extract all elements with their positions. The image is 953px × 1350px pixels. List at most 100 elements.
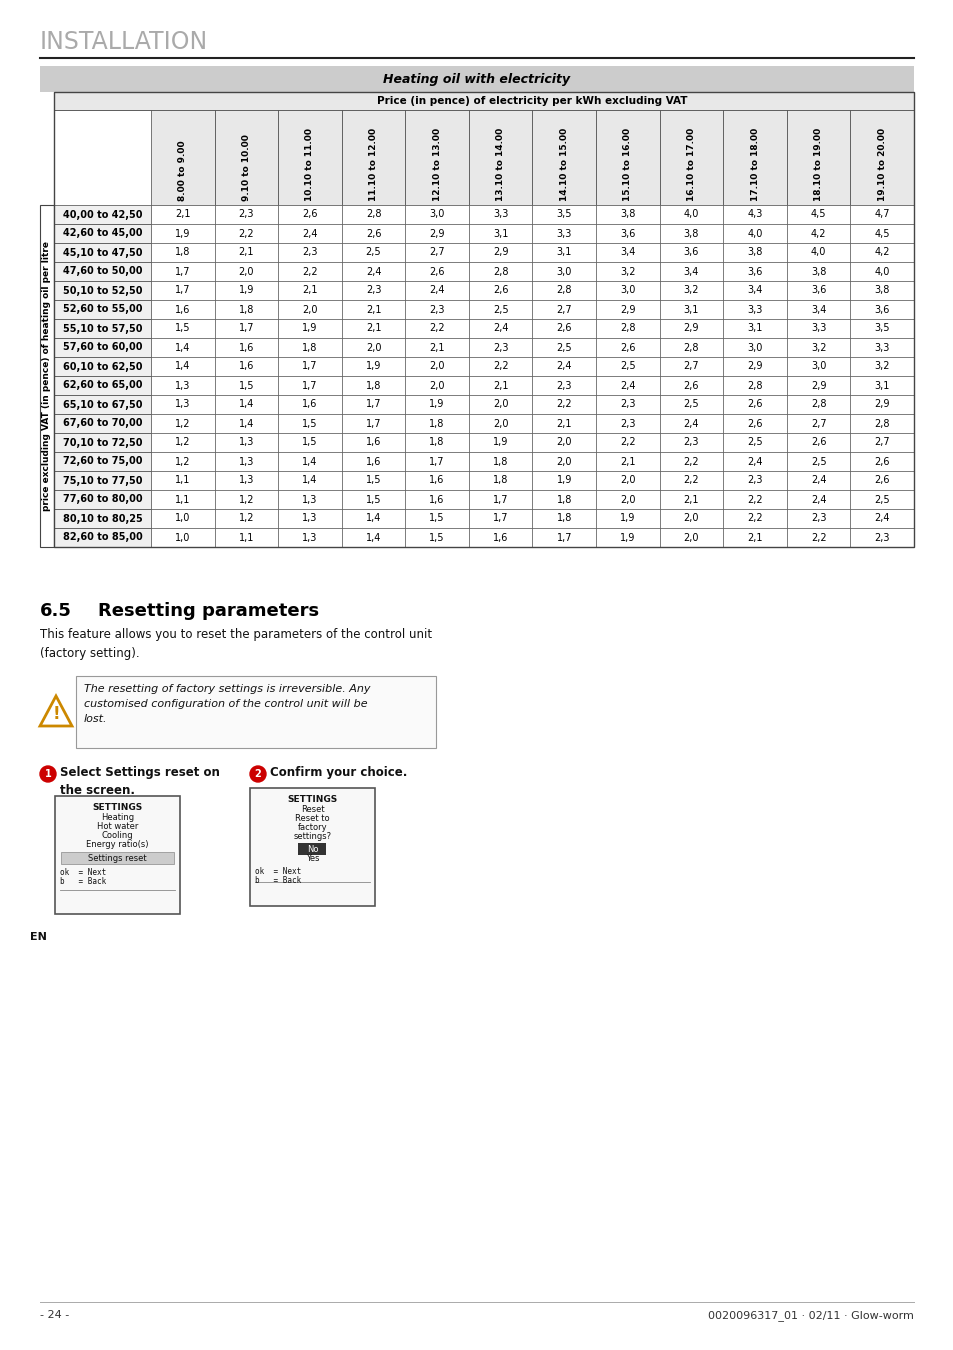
Text: 3,4: 3,4: [746, 285, 762, 296]
Text: 2,0: 2,0: [556, 437, 572, 447]
Bar: [54, 92, 913, 109]
Bar: [532, 109, 596, 205]
Text: 13.10 to 14.00: 13.10 to 14.00: [496, 128, 505, 201]
Bar: [469, 262, 532, 281]
Bar: [341, 205, 405, 224]
Text: 2,4: 2,4: [619, 381, 635, 390]
Bar: [659, 300, 722, 319]
Text: 2,4: 2,4: [683, 418, 699, 428]
Text: Reset to: Reset to: [294, 814, 330, 824]
Bar: [532, 338, 596, 356]
Bar: [659, 471, 722, 490]
Bar: [849, 224, 913, 243]
Text: 1,7: 1,7: [556, 532, 572, 543]
Bar: [849, 205, 913, 224]
Text: 2,5: 2,5: [746, 437, 762, 447]
Text: 10.10 to 11.00: 10.10 to 11.00: [305, 128, 314, 201]
Text: 1,9: 1,9: [302, 324, 317, 333]
Bar: [596, 205, 659, 224]
Text: 9.10 to 10.00: 9.10 to 10.00: [242, 134, 251, 201]
Bar: [469, 356, 532, 377]
Text: 1,8: 1,8: [493, 456, 508, 467]
Bar: [722, 300, 786, 319]
Text: 3,3: 3,3: [746, 305, 762, 315]
Text: 2,5: 2,5: [810, 456, 825, 467]
Bar: [532, 243, 596, 262]
Bar: [341, 414, 405, 433]
Text: 3,3: 3,3: [874, 343, 889, 352]
Bar: [722, 205, 786, 224]
Text: 77,60 to 80,00: 77,60 to 80,00: [63, 494, 142, 505]
Text: 2: 2: [254, 769, 261, 779]
Text: 2,6: 2,6: [365, 228, 381, 239]
Bar: [786, 281, 849, 300]
Text: 2,6: 2,6: [810, 437, 825, 447]
Bar: [278, 338, 341, 356]
Text: 40,00 to 42,50: 40,00 to 42,50: [63, 209, 142, 220]
Bar: [341, 490, 405, 509]
Text: 2,4: 2,4: [302, 228, 317, 239]
Text: 3,3: 3,3: [556, 228, 572, 239]
Bar: [786, 452, 849, 471]
Bar: [341, 356, 405, 377]
Text: Energy ratio(s): Energy ratio(s): [86, 840, 149, 849]
Bar: [405, 243, 469, 262]
Bar: [54, 92, 913, 547]
Bar: [659, 109, 722, 205]
Bar: [151, 490, 214, 509]
Text: 3,6: 3,6: [874, 305, 889, 315]
Bar: [214, 300, 278, 319]
Bar: [54, 490, 151, 509]
Text: 4,2: 4,2: [874, 247, 889, 258]
Text: 3,0: 3,0: [619, 285, 635, 296]
Text: 1,2: 1,2: [238, 513, 253, 524]
Bar: [151, 262, 214, 281]
Text: 1,5: 1,5: [429, 513, 444, 524]
Text: 2,4: 2,4: [810, 494, 825, 505]
Text: 2,4: 2,4: [746, 456, 762, 467]
Text: 2,0: 2,0: [619, 494, 635, 505]
Text: 2,1: 2,1: [302, 285, 317, 296]
Text: 4,0: 4,0: [746, 228, 762, 239]
Bar: [278, 281, 341, 300]
Text: 70,10 to 72,50: 70,10 to 72,50: [63, 437, 142, 447]
Bar: [405, 281, 469, 300]
Text: 1,3: 1,3: [238, 437, 253, 447]
Bar: [849, 109, 913, 205]
Bar: [250, 788, 375, 906]
Text: price excluding VAT (in pence) of heating oil per litre: price excluding VAT (in pence) of heatin…: [43, 242, 51, 512]
Bar: [849, 414, 913, 433]
Bar: [849, 262, 913, 281]
Bar: [659, 452, 722, 471]
Text: 1,2: 1,2: [174, 418, 191, 428]
Text: 62,60 to 65,00: 62,60 to 65,00: [63, 381, 142, 390]
Text: 3,4: 3,4: [619, 247, 635, 258]
Bar: [151, 433, 214, 452]
Text: Heating oil with electricity: Heating oil with electricity: [383, 73, 570, 85]
Text: 1,9: 1,9: [365, 362, 381, 371]
Bar: [214, 109, 278, 205]
Text: 1,5: 1,5: [238, 381, 253, 390]
Bar: [532, 300, 596, 319]
Bar: [532, 281, 596, 300]
Bar: [469, 490, 532, 509]
Bar: [341, 433, 405, 452]
Text: 1,3: 1,3: [175, 381, 191, 390]
Text: 1,4: 1,4: [365, 513, 381, 524]
Bar: [532, 452, 596, 471]
Text: 6.5: 6.5: [40, 602, 71, 620]
Bar: [54, 452, 151, 471]
Text: 3,2: 3,2: [810, 343, 825, 352]
Text: 3,0: 3,0: [556, 266, 572, 277]
Text: 2,6: 2,6: [493, 285, 508, 296]
Text: 1,1: 1,1: [238, 532, 253, 543]
Bar: [469, 452, 532, 471]
Text: 1,7: 1,7: [429, 456, 444, 467]
Bar: [214, 433, 278, 452]
Text: 1,4: 1,4: [175, 343, 191, 352]
Text: 2,6: 2,6: [746, 400, 762, 409]
Bar: [786, 109, 849, 205]
Bar: [786, 528, 849, 547]
Text: 18.10 to 19.00: 18.10 to 19.00: [813, 128, 822, 201]
Text: 2,6: 2,6: [874, 475, 889, 486]
